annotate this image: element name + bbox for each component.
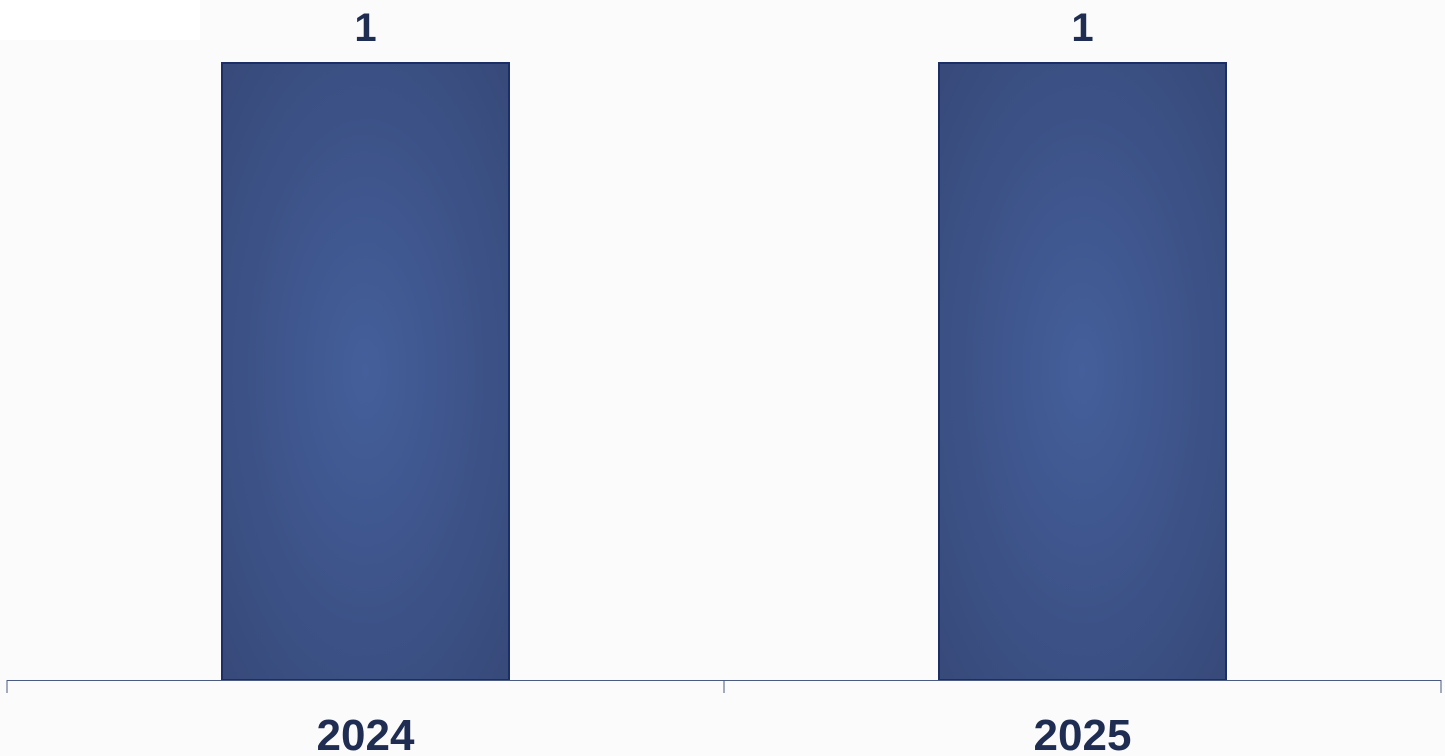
x-tick-label-2025: 2025: [1034, 711, 1132, 756]
labels-layer: 1 2024 1 2025: [317, 6, 1132, 756]
corner-patch: [0, 0, 200, 40]
bar-2024: [221, 62, 510, 681]
data-label-2024: 1: [354, 6, 376, 50]
x-tick-label-2024: 2024: [317, 711, 415, 756]
x-axis: [6, 680, 1442, 693]
data-label-2025: 1: [1071, 6, 1093, 50]
bars-layer: [221, 62, 1227, 681]
bar-2025: [938, 62, 1227, 681]
